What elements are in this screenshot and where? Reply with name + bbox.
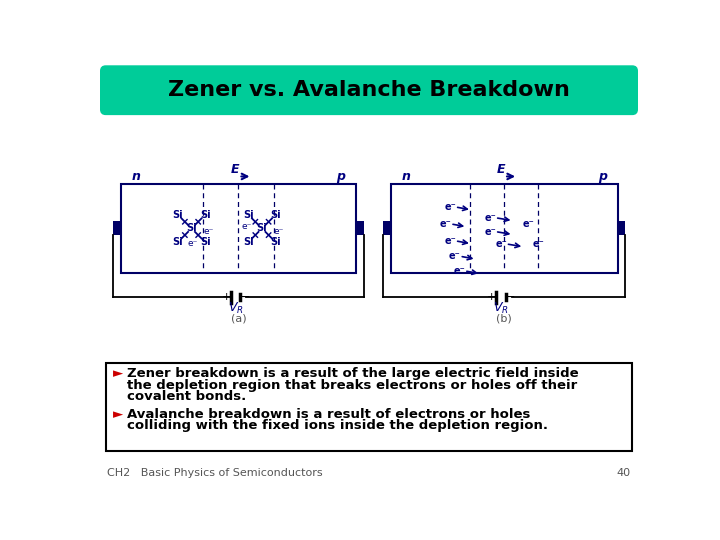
Text: e⁻: e⁻ <box>203 227 214 236</box>
Bar <box>390 184 618 273</box>
Text: $V_R$: $V_R$ <box>228 301 243 316</box>
Text: p: p <box>598 170 607 183</box>
FancyBboxPatch shape <box>101 66 637 114</box>
Text: p: p <box>336 170 345 183</box>
Text: e⁻: e⁻ <box>532 239 544 249</box>
Text: e⁻: e⁻ <box>485 213 496 222</box>
Text: e⁻: e⁻ <box>454 266 465 276</box>
Bar <box>106 363 632 451</box>
Text: e⁻: e⁻ <box>495 239 507 249</box>
Text: e⁻: e⁻ <box>188 239 198 248</box>
Text: (b): (b) <box>496 314 512 324</box>
Text: e⁻: e⁻ <box>449 251 461 261</box>
Text: −: − <box>239 291 250 304</box>
Bar <box>618 221 626 235</box>
Text: Si: Si <box>243 210 253 220</box>
Text: e⁻: e⁻ <box>485 226 496 237</box>
Text: E: E <box>497 163 505 176</box>
Text: e⁻: e⁻ <box>523 219 535 229</box>
Text: −: − <box>505 291 516 304</box>
Text: Si: Si <box>271 237 281 247</box>
Text: 40: 40 <box>616 468 631 478</box>
Text: Si: Si <box>256 224 267 233</box>
Text: covalent bonds.: covalent bonds. <box>127 390 246 403</box>
Text: n: n <box>132 170 141 183</box>
Text: Si: Si <box>200 237 211 247</box>
Text: Si: Si <box>172 237 183 247</box>
Text: Si: Si <box>186 224 197 233</box>
Text: e⁻: e⁻ <box>444 236 456 246</box>
Text: n: n <box>402 170 410 183</box>
Text: Avalanche breakdown is a result of electrons or holes: Avalanche breakdown is a result of elect… <box>127 408 531 421</box>
Text: Zener vs. Avalanche Breakdown: Zener vs. Avalanche Breakdown <box>168 80 570 100</box>
Text: e⁻: e⁻ <box>444 202 456 212</box>
Text: Si: Si <box>271 210 281 220</box>
Text: E: E <box>231 163 240 176</box>
Text: CH2   Basic Physics of Semiconductors: CH2 Basic Physics of Semiconductors <box>107 468 323 478</box>
Text: the depletion region that breaks electrons or holes off their: the depletion region that breaks electro… <box>127 379 577 392</box>
Text: Si: Si <box>243 237 253 247</box>
Text: +: + <box>487 292 497 302</box>
Text: e⁻: e⁻ <box>440 219 451 229</box>
Bar <box>121 184 356 273</box>
Bar <box>113 221 121 235</box>
Text: (a): (a) <box>230 314 246 324</box>
Text: Si: Si <box>172 210 183 220</box>
Text: Zener breakdown is a result of the large electric field inside: Zener breakdown is a result of the large… <box>127 367 579 380</box>
Text: e⁻: e⁻ <box>274 227 284 236</box>
Text: +: + <box>222 292 231 302</box>
Text: Si: Si <box>200 210 211 220</box>
Text: ►: ► <box>113 408 124 421</box>
Bar <box>383 221 390 235</box>
Text: e⁻: e⁻ <box>241 222 252 231</box>
Text: ►: ► <box>113 367 124 380</box>
Text: $V_R$: $V_R$ <box>493 301 509 316</box>
Bar <box>356 221 364 235</box>
Text: colliding with the fixed ions inside the depletion region.: colliding with the fixed ions inside the… <box>127 420 548 433</box>
